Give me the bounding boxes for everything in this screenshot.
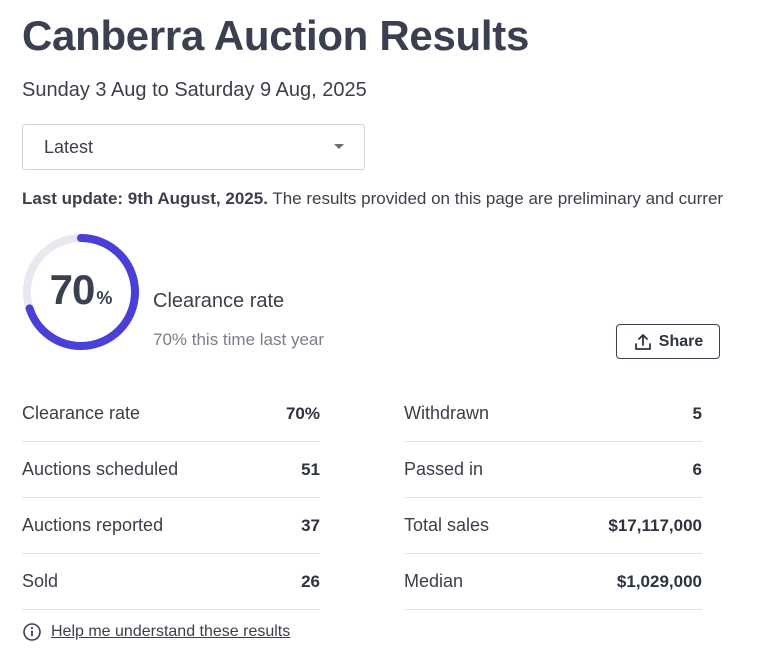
stat-value: $17,117,000 (608, 515, 702, 535)
stat-row-total-sales: Total sales $17,117,000 (404, 498, 702, 554)
stat-value: 37 (301, 515, 320, 535)
stat-row-sold: Sold 26 (22, 554, 320, 610)
clearance-donut: 70% (21, 232, 141, 352)
stat-label: Sold (22, 571, 59, 591)
stat-row-withdrawn: Withdrawn 5 (404, 386, 702, 442)
stat-label: Median (404, 571, 464, 591)
share-button-label: Share (658, 332, 704, 350)
stat-label: Withdrawn (404, 403, 490, 423)
page-title: Canberra Auction Results (22, 12, 530, 59)
stat-row-clearance-rate: Clearance rate 70% (22, 386, 320, 442)
stat-row-auctions-scheduled: Auctions scheduled 51 (22, 442, 320, 498)
stats-table-right: Withdrawn 5 Passed in 6 Total sales $17,… (404, 386, 702, 610)
stat-value: 26 (301, 571, 320, 591)
clearance-ring-fill (23, 234, 139, 350)
clearance-rate-display: 70% (21, 266, 141, 314)
stat-value: 51 (301, 459, 320, 479)
stat-label: Clearance rate (22, 403, 141, 423)
clearance-rate-unit: % (96, 288, 113, 308)
share-button[interactable]: Share (616, 324, 720, 359)
help-link[interactable]: Help me understand these results (22, 622, 290, 642)
period-select-value: Latest (44, 137, 94, 157)
stat-value: 6 (692, 459, 702, 479)
stat-row-median: Median $1,029,000 (404, 554, 702, 610)
clearance-ring (23, 234, 139, 350)
stat-value: $1,029,000 (616, 571, 702, 591)
stat-label: Total sales (404, 515, 490, 535)
last-update-text: The results provided on this page are pr… (272, 189, 724, 208)
clearance-rate-number: 70 (49, 266, 96, 313)
caret-down-icon (334, 144, 344, 149)
stat-row-passed-in: Passed in 6 (404, 442, 702, 498)
stats-table-left: Clearance rate 70% Auctions scheduled 51… (22, 386, 320, 610)
stat-value: 5 (692, 403, 702, 423)
stat-label: Passed in (404, 459, 484, 479)
clearance-rate-label: Clearance rate (153, 290, 285, 312)
last-update-label: Last update: 9th August, 2025. (22, 189, 268, 208)
date-range: Sunday 3 Aug to Saturday 9 Aug, 2025 (22, 79, 367, 101)
stat-row-auctions-reported: Auctions reported 37 (22, 498, 320, 554)
last-year-comparison: 70% this time last year (153, 330, 325, 349)
stat-label: Auctions scheduled (22, 459, 179, 479)
share-upload-icon (633, 332, 653, 352)
help-link-text: Help me understand these results (51, 623, 291, 640)
info-icon (22, 622, 42, 642)
stat-value: 70% (285, 403, 320, 423)
stat-label: Auctions reported (22, 515, 164, 535)
last-update-notice: Last update: 9th August, 2025. The resul… (22, 189, 770, 209)
period-select[interactable]: Latest (22, 124, 365, 170)
